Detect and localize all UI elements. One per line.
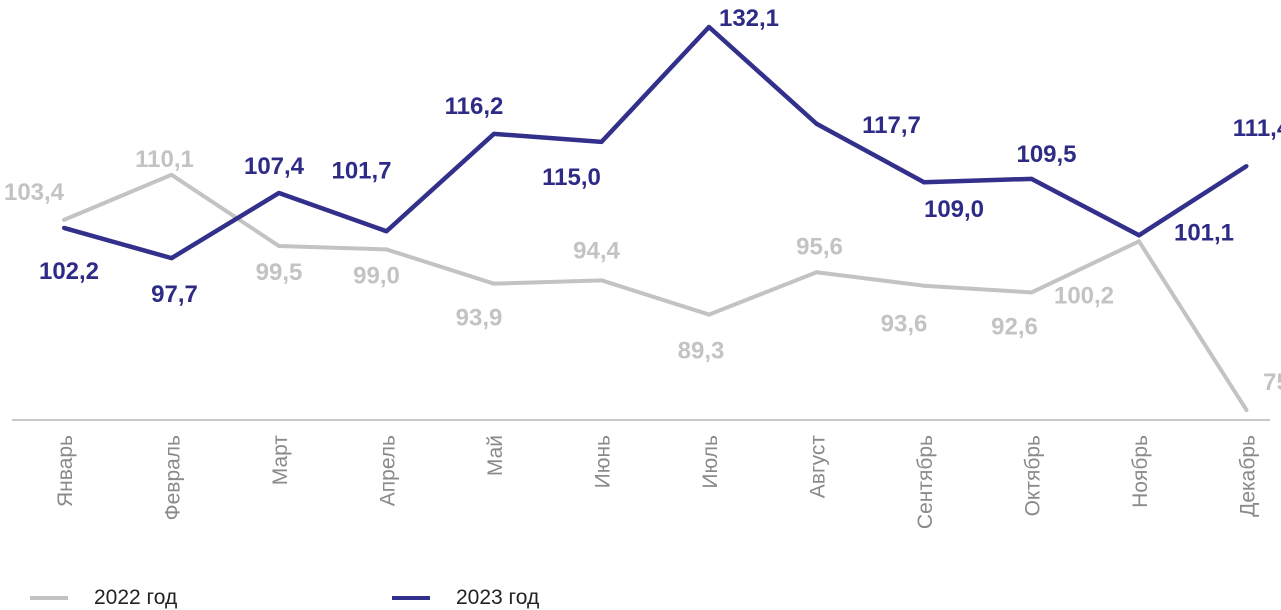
x-tick-label-11: Ноябрь — [1129, 435, 1152, 508]
data-label-2023-3: 107,4 — [244, 153, 305, 180]
data-point-2022-10 — [1029, 290, 1034, 295]
data-label-2022-2: 110,1 — [135, 146, 194, 173]
x-tick-label-5: Май — [484, 435, 507, 476]
data-point-2022-1 — [62, 217, 66, 222]
x-tick-label-10: Октябрь — [1022, 435, 1045, 516]
data-label-2022-6: 94,4 — [573, 237, 620, 264]
data-label-2023-12: 111,4 — [1233, 115, 1281, 142]
data-label-2022-12: 75.1 — [1263, 369, 1281, 396]
legend-label-2023: 2023 год — [456, 586, 540, 609]
data-point-2022-3 — [277, 244, 281, 249]
x-tick-label-9: Сентябрь — [914, 435, 937, 529]
data-label-2022-5: 93,9 — [456, 305, 503, 332]
series-line-2023 — [63, 24, 1248, 261]
data-point-2023-11 — [1137, 233, 1141, 238]
x-tick-label-1: Январь — [54, 435, 77, 507]
data-label-2022-11: 100,2 — [1054, 282, 1114, 309]
data-label-2023-7: 132,1 — [719, 5, 779, 32]
data-point-2022-12 — [1244, 408, 1249, 412]
x-tick-label-4: Апрель — [377, 435, 400, 506]
data-label-2023-6: 115,0 — [542, 164, 601, 191]
data-point-2023-8 — [814, 121, 819, 126]
data-label-2022-3: 99,5 — [256, 259, 303, 286]
data-label-2022-4: 99,0 — [353, 262, 400, 289]
data-label-2023-2: 97,7 — [151, 281, 198, 308]
data-label-2023-10: 109,5 — [1016, 141, 1076, 168]
data-label-2023-11: 101,1 — [1174, 219, 1234, 246]
legend-swatch-2022 — [30, 596, 68, 600]
data-point-2022-4 — [384, 247, 389, 252]
legend-swatch-2023 — [392, 596, 430, 600]
data-label-2022-7: 89,3 — [678, 338, 725, 365]
data-point-2022-2 — [169, 172, 174, 177]
series-line-2022 — [63, 172, 1249, 412]
x-tick-label-2: Февраль — [162, 435, 185, 520]
x-tick-label-6: Июнь — [592, 435, 615, 488]
data-point-2023-2 — [169, 256, 174, 261]
legend-label-2022: 2022 год — [94, 586, 178, 609]
data-label-2023-5: 116,2 — [445, 93, 504, 120]
data-label-2022-10: 92,6 — [991, 313, 1038, 340]
x-tick-label-8: Август — [807, 435, 830, 499]
x-tick-label-7: Июль — [699, 435, 722, 489]
data-point-2023-5 — [492, 131, 496, 136]
data-label-2022-8: 95,6 — [796, 233, 843, 260]
data-point-2022-5 — [492, 281, 496, 286]
data-point-2023-6 — [599, 139, 604, 144]
legend-item-2022: 2022 год — [30, 586, 178, 609]
data-label-2022-1: 103,4 — [4, 179, 65, 206]
data-label-2023-9: 109,0 — [924, 196, 984, 223]
data-point-2022-9 — [922, 283, 926, 288]
data-point-2022-6 — [599, 278, 604, 283]
data-label-2023-1: 102,2 — [39, 258, 99, 285]
data-label-2023-8: 117,7 — [862, 112, 921, 139]
data-point-2023-1 — [62, 225, 66, 230]
data-point-2023-9 — [922, 180, 926, 185]
data-point-2022-11 — [1137, 239, 1141, 244]
x-tick-label-12: Декабрь — [1237, 435, 1260, 517]
data-point-2023-10 — [1029, 176, 1034, 181]
data-label-2023-4: 101,7 — [331, 157, 391, 184]
data-label-2022-9: 93,6 — [881, 311, 928, 338]
data-point-2022-7 — [707, 312, 711, 317]
legend-item-2023: 2023 год — [392, 586, 540, 609]
data-point-2023-12 — [1244, 164, 1249, 169]
data-point-2023-4 — [384, 229, 389, 234]
data-point-2023-7 — [707, 25, 711, 29]
data-point-2023-3 — [277, 190, 281, 195]
data-point-2022-8 — [814, 270, 819, 275]
x-tick-label-3: Март — [269, 435, 292, 486]
